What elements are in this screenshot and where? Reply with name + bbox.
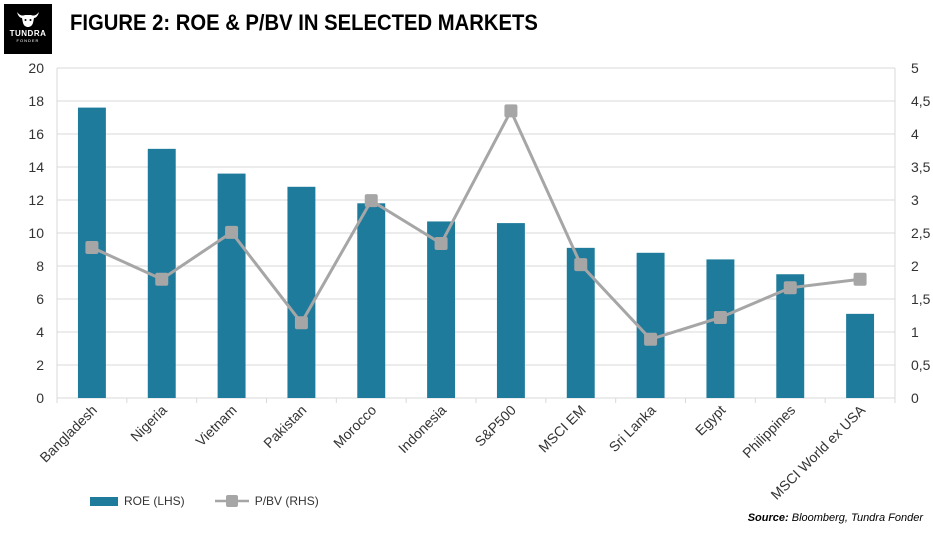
roe-bar: [706, 259, 735, 398]
roe-bar: [357, 203, 386, 398]
category-label: Morocco: [330, 402, 379, 451]
pbv-line: [85, 104, 867, 346]
category-label: MSCI EM: [535, 402, 589, 456]
pbv-point: [644, 332, 658, 346]
roe-bar: [846, 313, 875, 398]
roe-bar: [636, 252, 665, 398]
roe-bars: [77, 107, 875, 398]
category-label: Vietnam: [192, 402, 239, 449]
chart-title: FIGURE 2: ROE & P/BV IN SELECTED MARKETS: [70, 10, 538, 35]
category-label: Bangladesh: [36, 402, 100, 466]
category-labels: Bangladesh Nigeria Vietnam Pakistan Morocco I…: [36, 401, 868, 502]
legend: ROE (LHS) P/BV (RHS): [90, 494, 349, 508]
legend-line-swatch: [214, 495, 249, 507]
pbv-point: [783, 281, 797, 295]
left-tick-label: 4: [36, 324, 44, 340]
roe-bar: [496, 223, 525, 398]
left-tick-label: 10: [28, 225, 44, 241]
right-tick-label: 4,5: [911, 93, 931, 109]
legend-item-pbv: P/BV (RHS): [214, 494, 319, 508]
pbv-point: [434, 237, 448, 251]
legend-bar-swatch: [90, 496, 118, 506]
pbv-point: [225, 225, 239, 239]
right-tick-label: 3,5: [911, 159, 931, 175]
pbv-point: [85, 241, 99, 255]
pbv-line-path: [91, 107, 861, 341]
bull-icon: [17, 12, 39, 27]
source-text: Bloomberg, Tundra Fonder: [791, 512, 923, 524]
pbv-point: [574, 258, 588, 272]
gridlines: [56, 67, 896, 403]
right-tick-label: 3: [911, 192, 919, 208]
category-label: S&P500: [471, 402, 519, 450]
right-tick-label: 0,5: [911, 357, 931, 373]
tundra-logo: TUNDRA FONDER: [4, 4, 52, 54]
roe-bar: [776, 274, 805, 398]
right-tick-label: 0: [911, 390, 919, 406]
left-tick-label: 12: [28, 192, 44, 208]
left-tick-label: 14: [28, 159, 44, 175]
right-tick-label: 1: [911, 324, 919, 340]
right-axis-ticks: 0 0,5 1 1,5 2 2,5 3 3,5 4 4,5 5: [911, 60, 931, 406]
roe-bar: [217, 173, 246, 398]
roe-bar: [427, 221, 456, 398]
legend-label-roe: ROE (LHS): [124, 494, 185, 508]
right-tick-label: 2: [911, 258, 919, 274]
category-label: Philippines: [739, 402, 798, 461]
pbv-point: [294, 316, 308, 330]
roe-bar: [287, 186, 316, 398]
source-note: Source: Bloomberg, Tundra Fonder: [748, 512, 923, 524]
category-label: Indonesia: [395, 402, 449, 456]
legend-item-roe: ROE (LHS): [90, 494, 185, 508]
left-tick-label: 2: [36, 357, 44, 373]
right-tick-label: 4: [911, 126, 919, 142]
logo-text: TUNDRA: [9, 29, 47, 38]
left-tick-label: 20: [28, 60, 44, 76]
pbv-point: [713, 310, 727, 324]
pbv-point: [504, 104, 518, 118]
left-tick-label: 0: [36, 390, 44, 406]
left-tick-label: 16: [28, 126, 44, 142]
pbv-point: [155, 272, 169, 286]
pbv-point: [364, 194, 378, 208]
left-tick-label: 8: [36, 258, 44, 274]
category-label: Pakistan: [260, 402, 309, 451]
source-label: Source:: [747, 512, 789, 524]
category-label: Nigeria: [127, 402, 170, 445]
right-tick-label: 5: [911, 60, 919, 76]
right-tick-label: 1,5: [911, 291, 931, 307]
logo-subtext: FONDER: [16, 38, 40, 43]
left-tick-label: 18: [28, 93, 44, 109]
right-tick-label: 2,5: [911, 225, 931, 241]
legend-label-pbv: P/BV (RHS): [254, 494, 319, 508]
pbv-point: [853, 272, 867, 286]
left-axis-ticks: 0 2 4 6 8 10 12 14 16 18 20: [28, 60, 44, 406]
category-label: Egypt: [692, 402, 729, 439]
left-tick-label: 6: [36, 291, 44, 307]
category-label: Sri Lanka: [606, 402, 659, 455]
